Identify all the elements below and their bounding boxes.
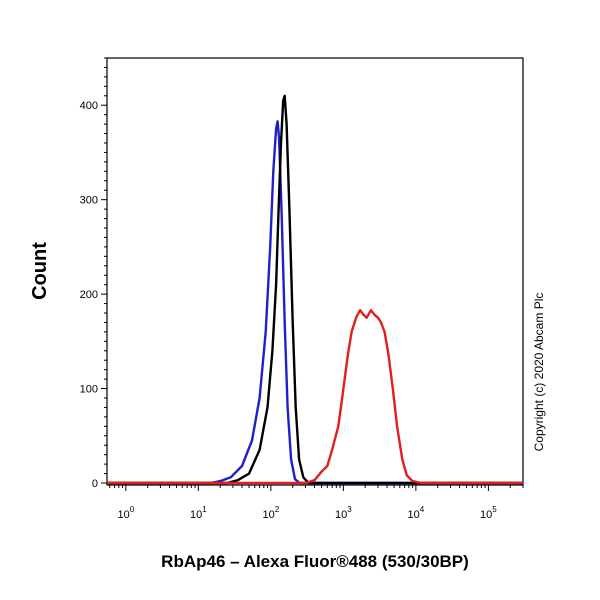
y-tick-label: 200 xyxy=(80,289,98,301)
series-line-2 xyxy=(107,94,523,485)
x-tick-label: 104 xyxy=(408,505,425,521)
y-tick-label: 100 xyxy=(80,384,98,396)
copyright-notice: Copyright (c) 2020 Abcam Plc xyxy=(532,293,546,452)
x-axis-ticks: 100 101 102 103 104 105 xyxy=(109,485,524,521)
plot-frame xyxy=(106,57,524,486)
x-tick-label: 100 xyxy=(117,505,134,521)
x-axis-title: RbAp46 – Alexa Fluor®488 (530/30BP) xyxy=(161,552,469,571)
series-line-1 xyxy=(107,120,523,485)
y-tick-label: 300 xyxy=(80,195,98,207)
series-line-3 xyxy=(107,309,523,485)
y-axis-ticks: 0 100 200 300 400 xyxy=(80,57,107,490)
x-tick-label: 103 xyxy=(335,505,352,521)
y-axis-title: Count xyxy=(29,242,51,300)
series-layer xyxy=(107,94,523,485)
x-tick-label: 101 xyxy=(190,505,207,521)
y-tick-label: 400 xyxy=(80,100,98,112)
y-tick-label: 0 xyxy=(92,478,98,490)
x-tick-label: 105 xyxy=(480,505,497,521)
x-tick-label: 102 xyxy=(263,505,280,521)
